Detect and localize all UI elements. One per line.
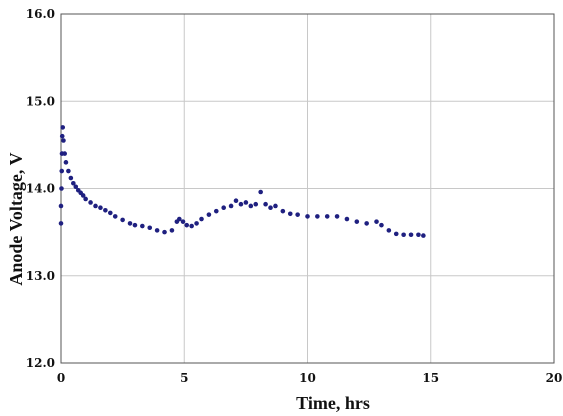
data-point — [147, 225, 153, 231]
data-point — [248, 203, 254, 209]
data-point — [93, 203, 98, 209]
data-point — [62, 151, 67, 156]
data-point — [61, 138, 66, 143]
data-point — [59, 168, 65, 174]
data-point — [154, 228, 160, 233]
data-point — [253, 201, 259, 207]
data-point — [112, 214, 118, 219]
data-point — [66, 168, 71, 174]
data-point — [238, 201, 244, 207]
data-point — [243, 200, 249, 205]
data-point — [73, 184, 79, 190]
data-point — [206, 212, 212, 217]
data-point — [98, 205, 103, 210]
data-point — [213, 208, 219, 214]
data-point — [120, 217, 125, 223]
x-tick-label: 20 — [546, 371, 563, 385]
data-point — [59, 186, 64, 191]
x-axis-title: Time, hrs — [296, 393, 370, 413]
data-point — [184, 222, 190, 228]
data-point — [194, 221, 199, 226]
data-point — [364, 221, 369, 226]
data-point — [386, 228, 392, 233]
data-point — [258, 189, 263, 195]
y-tick-label: 12.0 — [26, 356, 55, 370]
data-point — [103, 208, 108, 213]
data-point — [88, 200, 93, 205]
data-point — [344, 216, 350, 222]
data-point — [71, 180, 76, 186]
data-point — [233, 198, 239, 204]
data-point — [58, 221, 64, 226]
data-point — [287, 211, 293, 217]
x-tick-label: 5 — [180, 371, 188, 385]
data-point — [374, 219, 379, 224]
data-point — [334, 214, 340, 219]
data-point — [263, 201, 268, 207]
series-points — [58, 125, 426, 238]
data-point — [416, 232, 421, 238]
data-point — [199, 216, 204, 222]
y-tick-label: 14.0 — [26, 182, 55, 196]
x-tick-label: 0 — [57, 371, 65, 385]
y-tick-label: 15.0 — [26, 94, 55, 108]
data-point — [401, 232, 406, 238]
data-point — [132, 222, 138, 228]
data-point — [83, 196, 88, 202]
data-point — [354, 219, 360, 224]
y-axis-title: Anode Voltage, V — [6, 152, 26, 285]
data-point — [221, 205, 226, 210]
data-point — [63, 160, 69, 165]
x-tick-labels: 0 5 10 15 20 — [57, 371, 563, 385]
x-tick-label: 10 — [299, 371, 316, 385]
data-point — [268, 205, 273, 210]
y-tick-label: 16.0 — [26, 7, 55, 21]
data-point — [108, 210, 113, 216]
data-point — [177, 216, 182, 222]
data-point — [273, 203, 278, 209]
data-point — [324, 214, 330, 219]
data-point — [58, 203, 64, 209]
y-tick-labels: 12.0 13.0 14.0 15.0 16.0 — [26, 7, 55, 370]
data-point — [140, 223, 145, 229]
x-tick-label: 15 — [422, 371, 439, 385]
data-point — [228, 203, 234, 209]
data-point — [68, 175, 74, 181]
data-point — [408, 232, 414, 238]
data-point — [189, 223, 194, 229]
data-point — [421, 233, 426, 238]
data-point — [169, 228, 175, 233]
data-point — [315, 214, 320, 219]
data-point — [379, 222, 384, 228]
data-point — [180, 219, 186, 224]
data-point — [59, 133, 65, 139]
data-point — [295, 212, 300, 217]
data-point — [60, 125, 66, 130]
data-point — [80, 193, 86, 198]
data-point — [280, 208, 286, 214]
data-point — [305, 214, 310, 219]
data-point — [162, 229, 167, 235]
y-tick-label: 13.0 — [26, 269, 55, 283]
data-point — [393, 231, 399, 237]
data-point — [127, 221, 133, 226]
